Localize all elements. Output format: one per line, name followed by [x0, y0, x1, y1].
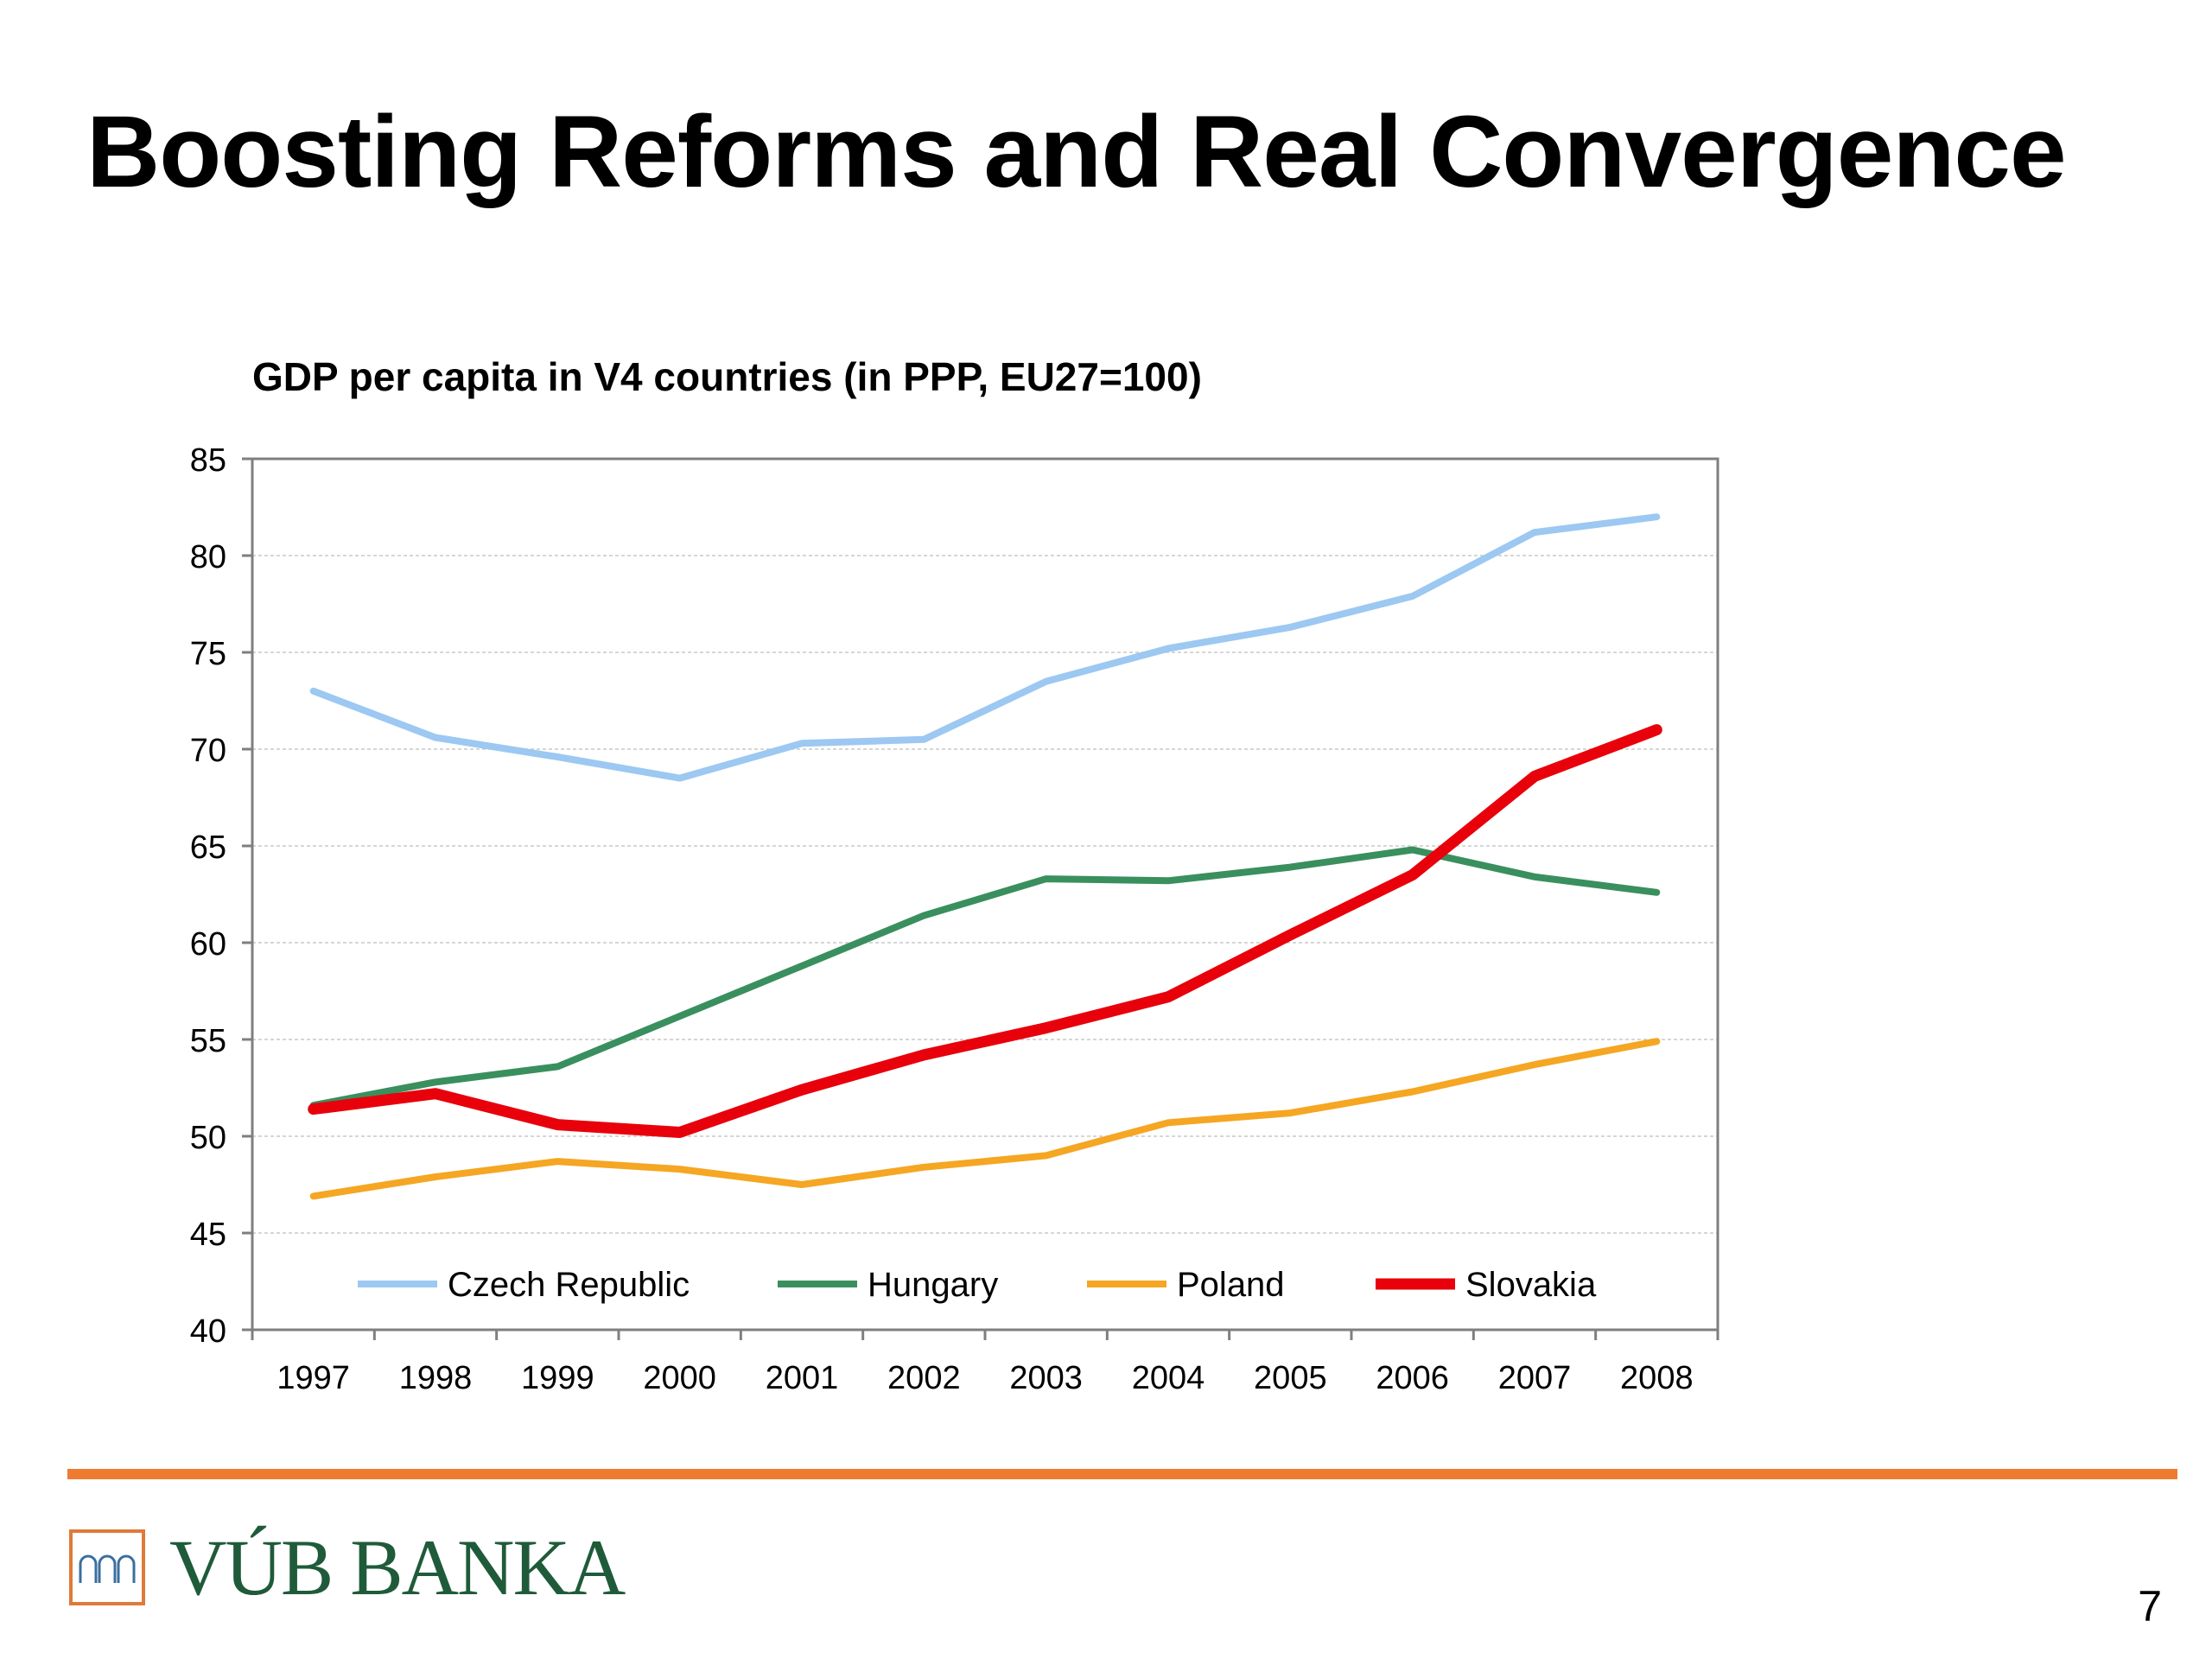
- y-tick-label: 50: [190, 1120, 226, 1156]
- arches-icon: [69, 1529, 145, 1605]
- x-tick-label: 2004: [1132, 1360, 1205, 1396]
- y-tick-label: 55: [190, 1023, 226, 1059]
- x-tick-label: 1997: [276, 1360, 350, 1396]
- slide-title: Boosting Reforms and Real Convergence: [86, 95, 2067, 209]
- series-line-hungary: [309, 846, 1661, 1109]
- x-tick-label: 2000: [643, 1360, 716, 1396]
- y-tick-label: 85: [190, 442, 226, 479]
- legend-label: Slovakia: [1465, 1266, 1597, 1304]
- chart-title: GDP per capita in V4 countries (in PPP, …: [252, 354, 1202, 399]
- x-tick-label: 1999: [521, 1360, 594, 1396]
- y-tick-label: 45: [190, 1217, 226, 1253]
- y-tick-label: 60: [190, 926, 226, 963]
- series-line-poland: [309, 1038, 1661, 1200]
- x-tick-label: 2007: [1498, 1360, 1572, 1396]
- x-tick-label: 2008: [1620, 1360, 1694, 1396]
- x-tick-label: 2002: [887, 1360, 961, 1396]
- gdp-line-chart: GDP per capita in V4 countries (in PPP, …: [190, 354, 1719, 1396]
- logo: VÚB BANKA: [69, 1523, 626, 1611]
- series-line-czech-republic: [309, 513, 1661, 782]
- x-tick-label: 2005: [1254, 1360, 1327, 1396]
- footer-rule: [67, 1469, 2177, 1479]
- x-tick-label: 2006: [1376, 1360, 1449, 1396]
- series-line-slovakia: [308, 724, 1662, 1138]
- y-tick-label: 80: [190, 539, 226, 575]
- x-tick-label: 1998: [399, 1360, 473, 1396]
- y-tick-label: 40: [190, 1313, 226, 1350]
- logo-text: VÚB BANKA: [169, 1523, 626, 1611]
- y-tick-label: 70: [190, 733, 226, 769]
- page-number: 7: [2138, 1582, 2162, 1630]
- legend-label: Hungary: [868, 1266, 998, 1304]
- y-tick-label: 75: [190, 636, 226, 672]
- x-tick-label: 2003: [1009, 1360, 1083, 1396]
- y-tick-label: 65: [190, 830, 226, 866]
- legend-label: Czech Republic: [448, 1266, 690, 1304]
- legend-label: Poland: [1177, 1266, 1285, 1304]
- x-tick-label: 2001: [766, 1360, 839, 1396]
